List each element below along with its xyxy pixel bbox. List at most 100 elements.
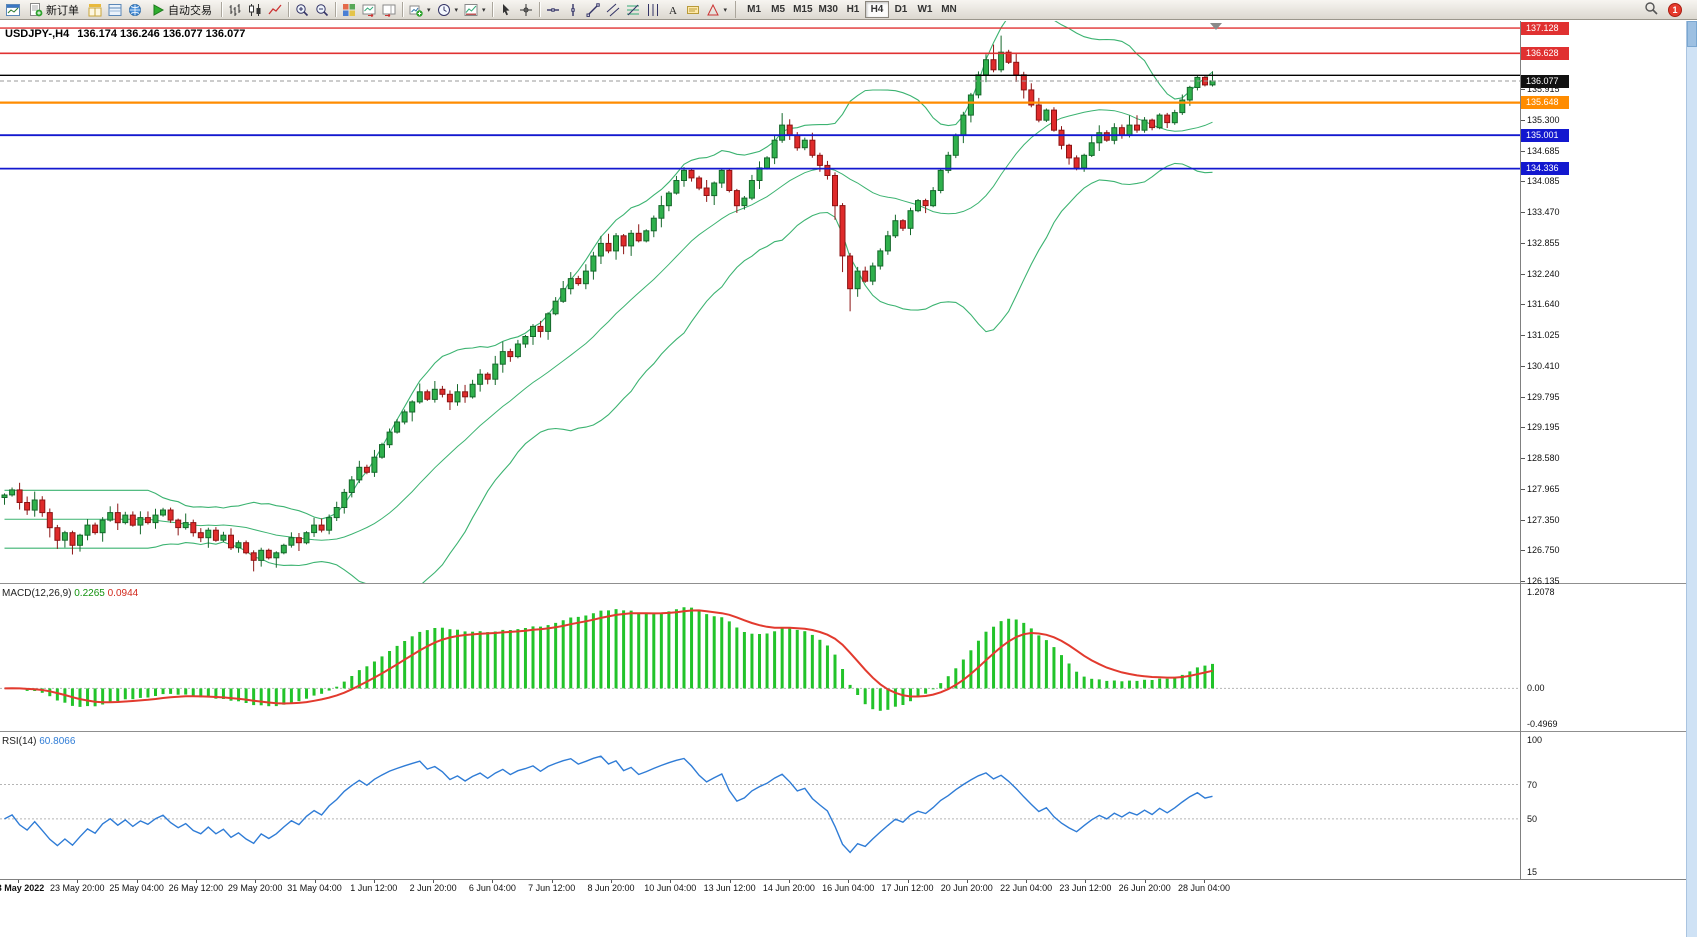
zoom-out-button[interactable] [312, 1, 332, 19]
timeframe-m1-button[interactable]: M1 [742, 1, 766, 18]
price-line-marker-134.336[interactable]: 134.336 [1521, 162, 1569, 176]
rsi-scale-100: 100 [1527, 735, 1543, 745]
time-label: 23 May 2022 [0, 883, 45, 893]
timeframe-d1-button[interactable]: D1 [889, 1, 913, 18]
toolbar: 新订单 自动交易 ▾ ▾ ▾ A ▾ M1 M5 M15 M30 H1 H4 D1 W1 MN 1 [0, 0, 1697, 20]
pane-separator-rsi[interactable] [0, 731, 1686, 733]
macd-axis: 1.2078 0.00 -0.4969 [1521, 585, 1591, 731]
candle-body [363, 466, 370, 473]
candle-body [318, 524, 325, 531]
auto-trading-button[interactable]: 自动交易 [145, 1, 218, 19]
candle-body [597, 242, 604, 257]
time-label: 26 Jun 20:00 [1118, 883, 1171, 893]
time-axis[interactable]: 23 May 2022 23 May 20:00 25 May 04:00 26 Ma… [0, 880, 1686, 896]
chart-window: USDJPY-,H4 136.174 136.246 136.077 136.07… [0, 20, 1697, 938]
candle-body [303, 532, 310, 544]
horizontal-line-button[interactable] [543, 1, 563, 19]
data-window-icon[interactable] [105, 1, 125, 19]
candle-body [462, 391, 469, 398]
candle-body [590, 255, 597, 272]
market-watch-icon[interactable] [85, 1, 105, 19]
timeframe-h1-button[interactable]: H1 [841, 1, 865, 18]
candle-body [854, 270, 861, 290]
equidistant-channel-button[interactable] [603, 1, 623, 19]
trendline-button[interactable] [583, 1, 603, 19]
chart-shift-button[interactable] [379, 1, 399, 19]
line-chart-button[interactable] [265, 1, 285, 19]
cursor-button[interactable] [496, 1, 516, 19]
price-axis-border [1520, 21, 1521, 879]
candle-body [824, 164, 831, 176]
candle-body [469, 383, 476, 398]
macd-pane[interactable] [0, 585, 1520, 731]
candle-body [92, 524, 99, 534]
timeframe-mn-button[interactable]: MN [937, 1, 961, 18]
chart-title: USDJPY-,H4 136.174 136.246 136.077 136.07… [5, 28, 245, 40]
templates-button[interactable]: ▾ [461, 1, 489, 19]
vertical-scrollbar[interactable] [1686, 21, 1697, 937]
timeframe-m15-button[interactable]: M15 [790, 1, 815, 18]
candle-body [1186, 86, 1193, 101]
new-chart-button[interactable]: ▾ [406, 1, 434, 19]
price-chart[interactable] [0, 21, 1520, 583]
time-tick [255, 880, 257, 883]
candle-body [733, 190, 740, 207]
rsi-scale-min: 15 [1527, 867, 1538, 877]
time-label: 8 Jun 20:00 [587, 883, 635, 893]
new-order-button[interactable]: 新订单 [23, 1, 85, 19]
fibonacci-button[interactable] [623, 1, 643, 19]
candle-body [794, 134, 801, 149]
candle-body [1013, 61, 1020, 76]
candlestick-button[interactable] [245, 1, 265, 19]
pane-separator-macd[interactable] [0, 583, 1686, 585]
macd-signal-value: 0.0944 [107, 588, 139, 599]
zoom-in-button[interactable] [292, 1, 312, 19]
price-line-marker-135.648[interactable]: 135.648 [1521, 96, 1569, 110]
candle-body [582, 270, 589, 285]
periods-button[interactable]: ▾ [434, 1, 462, 19]
text-label-button[interactable] [683, 1, 703, 19]
price-line-marker-137.128[interactable]: 137.128 [1521, 21, 1569, 35]
price-tick-label: 133.470 [1521, 207, 1560, 218]
cycle-lines-button[interactable] [643, 1, 663, 19]
candle-body [1179, 99, 1186, 114]
crosshair-button[interactable] [516, 1, 536, 19]
tile-windows-button[interactable] [339, 1, 359, 19]
candle-body [356, 466, 363, 481]
search-button[interactable] [1641, 1, 1661, 19]
candle-body [786, 124, 793, 136]
vertical-line-button[interactable] [563, 1, 583, 19]
candle-body [446, 393, 453, 403]
navigator-icon[interactable] [125, 1, 145, 19]
price-tick-label: 131.025 [1521, 330, 1560, 341]
candle-body [1164, 114, 1171, 124]
price-tick-label: 131.640 [1521, 299, 1560, 310]
price-line-marker-135.001[interactable]: 135.001 [1521, 128, 1569, 142]
candle-body [1, 494, 8, 498]
chart-window-icon[interactable] [3, 1, 23, 19]
price-tick-label: 126.135 [1521, 576, 1560, 587]
time-label: 16 Jun 04:00 [822, 883, 875, 893]
candle-body [869, 265, 876, 282]
price-axis[interactable]: 135.915 135.300 134.685 134.085 133.470 132.8… [1521, 21, 1591, 587]
timeframe-m5-button[interactable]: M5 [766, 1, 790, 18]
time-tick [1144, 880, 1146, 883]
auto-scroll-button[interactable] [359, 1, 379, 19]
arrows-button[interactable]: ▾ [703, 1, 731, 19]
candle-body [665, 192, 672, 207]
notification-badge[interactable]: 1 [1668, 2, 1682, 17]
price-tick-label: 128.580 [1521, 453, 1560, 464]
bar-chart-button[interactable] [225, 1, 245, 19]
timeframe-h4-button[interactable]: H4 [864, 1, 889, 18]
candle-body [635, 232, 642, 242]
candle-body [862, 270, 869, 282]
chart-shift-marker[interactable] [1210, 23, 1222, 30]
candle-body [1194, 76, 1201, 89]
price-line-marker-136.628[interactable]: 136.628 [1521, 46, 1569, 60]
text-button[interactable]: A [663, 1, 683, 19]
timeframe-m30-button[interactable]: M30 [816, 1, 841, 18]
timeframe-w1-button[interactable]: W1 [913, 1, 937, 18]
rsi-pane[interactable] [0, 733, 1520, 879]
candle-body [990, 59, 997, 71]
scrollbar-thumb[interactable] [1687, 21, 1697, 47]
